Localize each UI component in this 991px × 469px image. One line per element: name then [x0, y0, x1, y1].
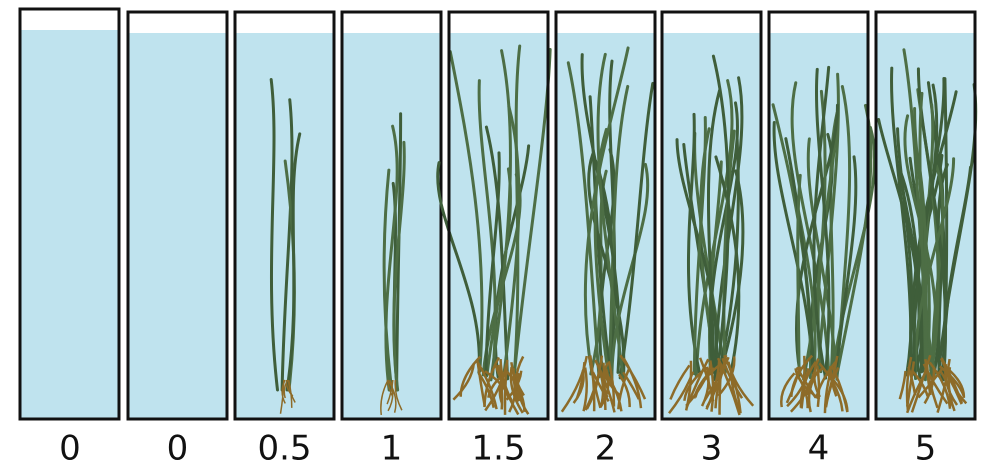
water	[128, 33, 227, 419]
water	[20, 30, 119, 419]
tank-label: 2	[595, 429, 617, 469]
tank-label: 0	[59, 429, 81, 469]
tank-label: 5	[915, 429, 937, 469]
page: {"panels": [ {"label": "0"}, {"label": "…	[0, 0, 991, 469]
tank-label: 1	[381, 429, 403, 469]
water	[235, 33, 334, 419]
tank-label: 4	[808, 429, 830, 469]
tank-label: 0.5	[257, 429, 311, 469]
tank-illustration: 0 0 0.5 1 1.5 2 3 4 5	[0, 0, 991, 469]
water	[342, 33, 441, 419]
tank: 5	[876, 12, 976, 469]
tank: 3	[662, 12, 761, 469]
tank-label: 3	[701, 429, 723, 469]
tank: 0.5	[235, 12, 334, 469]
tank: 1	[342, 12, 441, 469]
tank: 0	[128, 12, 227, 469]
tank: 2	[556, 12, 655, 469]
tank-label: 0	[167, 429, 189, 469]
tank: 1.5	[438, 12, 550, 469]
tank-label: 1.5	[471, 429, 525, 469]
tank: 0	[20, 9, 119, 469]
tank: 4	[769, 12, 875, 469]
